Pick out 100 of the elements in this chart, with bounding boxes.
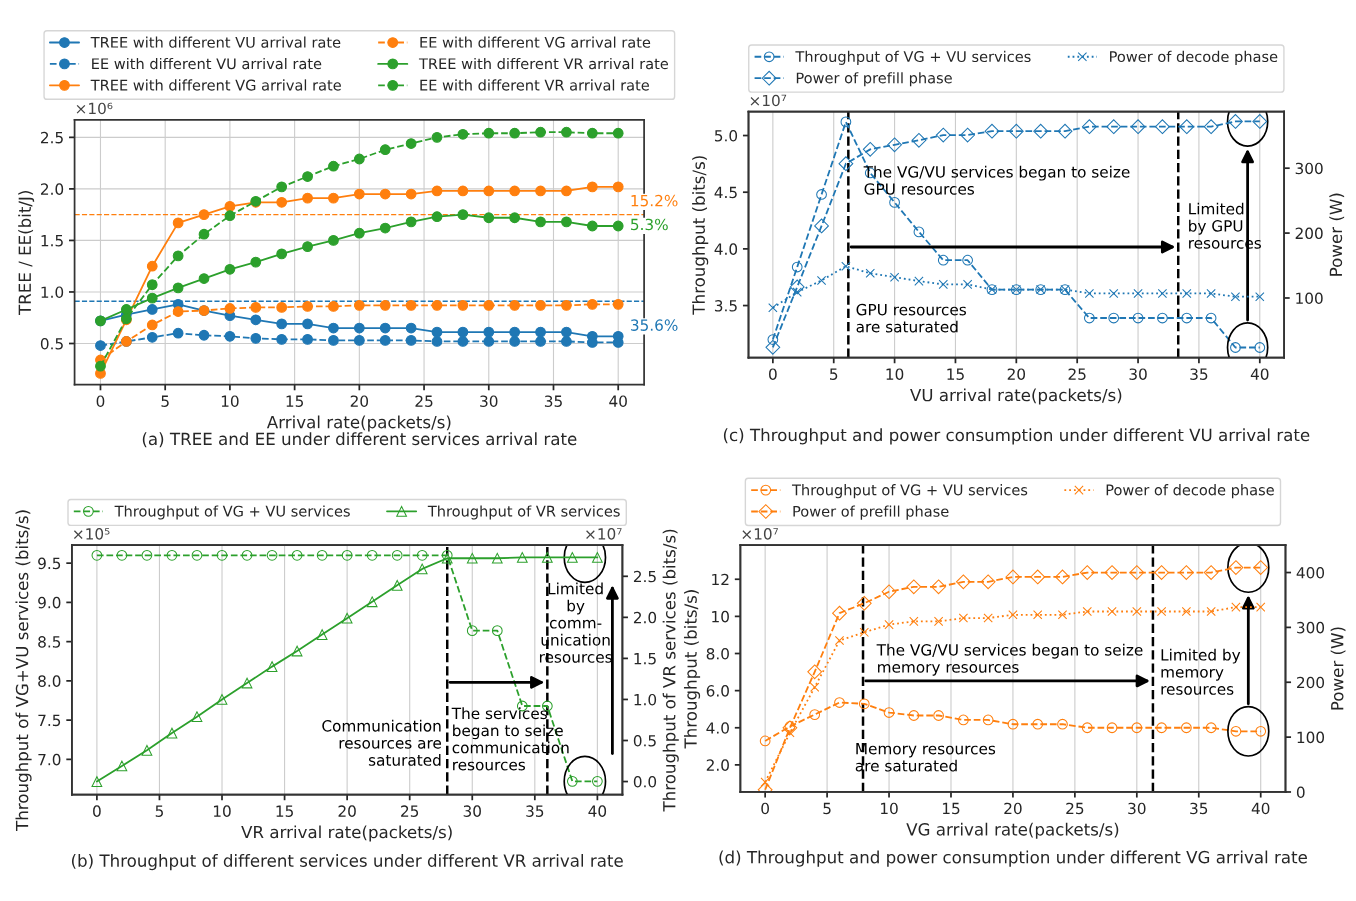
x-tick-label: 5	[155, 805, 163, 817]
x-tick-label: 5	[830, 368, 838, 380]
legend-label: TREE with different VU arrival rate	[90, 36, 341, 48]
y-tick-label: 7.5	[38, 714, 61, 727]
x-axis-title: Arrival rate(packets/s)	[266, 415, 451, 432]
y-tick-label: 6.0	[706, 685, 729, 697]
x-tick-label: 20	[1004, 802, 1022, 815]
x-tick-label: 0	[769, 368, 777, 380]
y-tick-label: 2.0	[40, 183, 64, 195]
y-axis-title: Throughput (bits/s)	[683, 590, 701, 749]
text: ×10⁶	[76, 102, 113, 115]
y-axis-title: TREE / EE(bit/J)	[18, 191, 35, 316]
y-tick-label: 5.0	[714, 129, 738, 142]
x-tick-label: 0	[93, 805, 101, 817]
x-tick-label: 5	[823, 802, 831, 815]
x-tick-label: 35	[544, 395, 562, 407]
y-tick-label: 9.0	[38, 596, 61, 609]
x-tick-label: 35	[1190, 802, 1208, 815]
x-tick-label: 40	[1251, 802, 1270, 815]
y-tick-label: 7.0	[38, 753, 61, 766]
x-tick-label: 10	[886, 368, 904, 380]
legend-label: Throughput of VG + VU services	[791, 484, 1028, 499]
annotation: 5.3%	[631, 218, 668, 231]
x-tick-label: 15	[947, 368, 964, 380]
annotation: 15.2%	[631, 194, 678, 207]
y-tick-label: 4.0	[706, 722, 729, 734]
text: ×10⁷	[742, 528, 779, 540]
y2-tick-label: 400	[1296, 567, 1325, 579]
y-tick-label: 1.0	[41, 286, 64, 298]
annotation: The VG/VU services began to seize memory resources	[876, 643, 1143, 676]
y2-tick-label: 2.0	[633, 611, 657, 624]
x-tick-label: 30	[463, 805, 481, 817]
x-tick-label: 15	[942, 802, 960, 815]
x-tick-label: 40	[609, 395, 627, 407]
y-tick-label: 0.5	[40, 337, 63, 350]
y-axis-title: Throughput (bits/s)	[692, 156, 709, 315]
legend-label: Throughput of VR services	[427, 505, 620, 520]
y2-tick-label: 100	[1297, 731, 1325, 744]
annotation: 35.6%	[631, 319, 678, 331]
y-tick-label: 4.5	[714, 186, 737, 199]
x-tick-label: 30	[1129, 368, 1147, 380]
y-tick-label: 8.0	[38, 675, 61, 687]
y2-tick-label: 0	[1296, 786, 1305, 798]
legend-label: EE with different VG arrival rate	[420, 36, 651, 48]
y-tick-label: 1.5	[41, 235, 63, 247]
legend-label: TREE with different VR arrival rate	[418, 57, 669, 70]
legend-label: Power of decode phase	[1110, 50, 1278, 65]
y-tick-label: 12	[712, 573, 729, 586]
x-tick-label: 15	[286, 395, 304, 407]
y2-axis-title: Power (W)	[1330, 627, 1346, 710]
x-tick-label: 25	[1068, 368, 1086, 380]
x-tick-label: 10	[213, 805, 231, 817]
text: (b) Throughput of different services under different VR arrival rate	[71, 854, 623, 871]
x-tick-label: 20	[1007, 368, 1026, 380]
x-tick-label: 10	[881, 802, 898, 815]
annotation: Limited by memory resources	[1161, 648, 1241, 695]
text: (c) Throughput and power consumption under different VU arrival rate	[723, 428, 1310, 445]
x-axis-title: VR arrival rate(packets/s)	[241, 825, 452, 842]
x-tick-label: 30	[480, 395, 498, 407]
legend-label: Throughput of VG + VU services	[114, 505, 350, 520]
y-tick-label: 3.5	[714, 300, 737, 312]
y-tick-label: 8.5	[38, 636, 61, 648]
legend-label: Power of decode phase	[1106, 484, 1274, 499]
y-tick-label: 9.5	[38, 557, 61, 570]
y2-tick-label: 0.5	[633, 734, 656, 747]
x-tick-label: 5	[161, 395, 169, 407]
legend-label: TREE with different VG arrival rate	[90, 79, 341, 91]
y2-tick-label: 300	[1297, 621, 1325, 634]
x-tick-label: 0	[761, 802, 769, 815]
y2-tick-label: 0.0	[633, 776, 657, 788]
text: ×10⁵	[73, 528, 110, 540]
text: (d) Throughput and power consumption under different VG arrival rate	[719, 850, 1307, 867]
y2-axis-title: Throughput of VR services (bits/s)	[662, 529, 679, 812]
x-tick-label: 25	[401, 805, 419, 817]
x-tick-label: 0	[96, 395, 105, 407]
legend-label: Throughput of VG + VU services	[795, 50, 1031, 65]
x-tick-label: 20	[338, 805, 356, 817]
x-axis-title: VG arrival rate(packets/s)	[906, 822, 1119, 839]
x-tick-label: 35	[1190, 368, 1208, 380]
annotation: GPU resources are saturated	[856, 303, 966, 333]
text: (a) TREE and EE under different services arrival rate	[142, 432, 577, 448]
y2-tick-label: 100	[1296, 292, 1323, 305]
x-tick-label: 15	[276, 805, 293, 817]
legend-label: Power of prefill phase	[793, 505, 949, 520]
annotation: Communication resources are saturated	[322, 719, 442, 766]
x-tick-label: 25	[1066, 802, 1084, 815]
y-tick-label: 2.5	[40, 131, 63, 144]
y-tick-label: 10	[712, 610, 729, 623]
x-axis-title: VU arrival rate(packets/s)	[910, 388, 1122, 405]
y-tick-label: 2.0	[706, 759, 729, 771]
y2-tick-label: 300	[1295, 162, 1323, 175]
x-tick-label: 40	[588, 805, 607, 817]
annotation: The services began to seize communication resources	[451, 707, 569, 771]
y2-tick-label: 1.0	[634, 693, 657, 706]
text: ×10⁷	[750, 94, 787, 107]
x-tick-label: 30	[1128, 802, 1146, 815]
x-tick-label: 25	[415, 395, 433, 407]
text: ×10⁷	[586, 528, 622, 540]
y-axis-title: Throughput of VG+VU services (bits/s)	[15, 510, 32, 831]
x-tick-label: 10	[221, 395, 239, 407]
